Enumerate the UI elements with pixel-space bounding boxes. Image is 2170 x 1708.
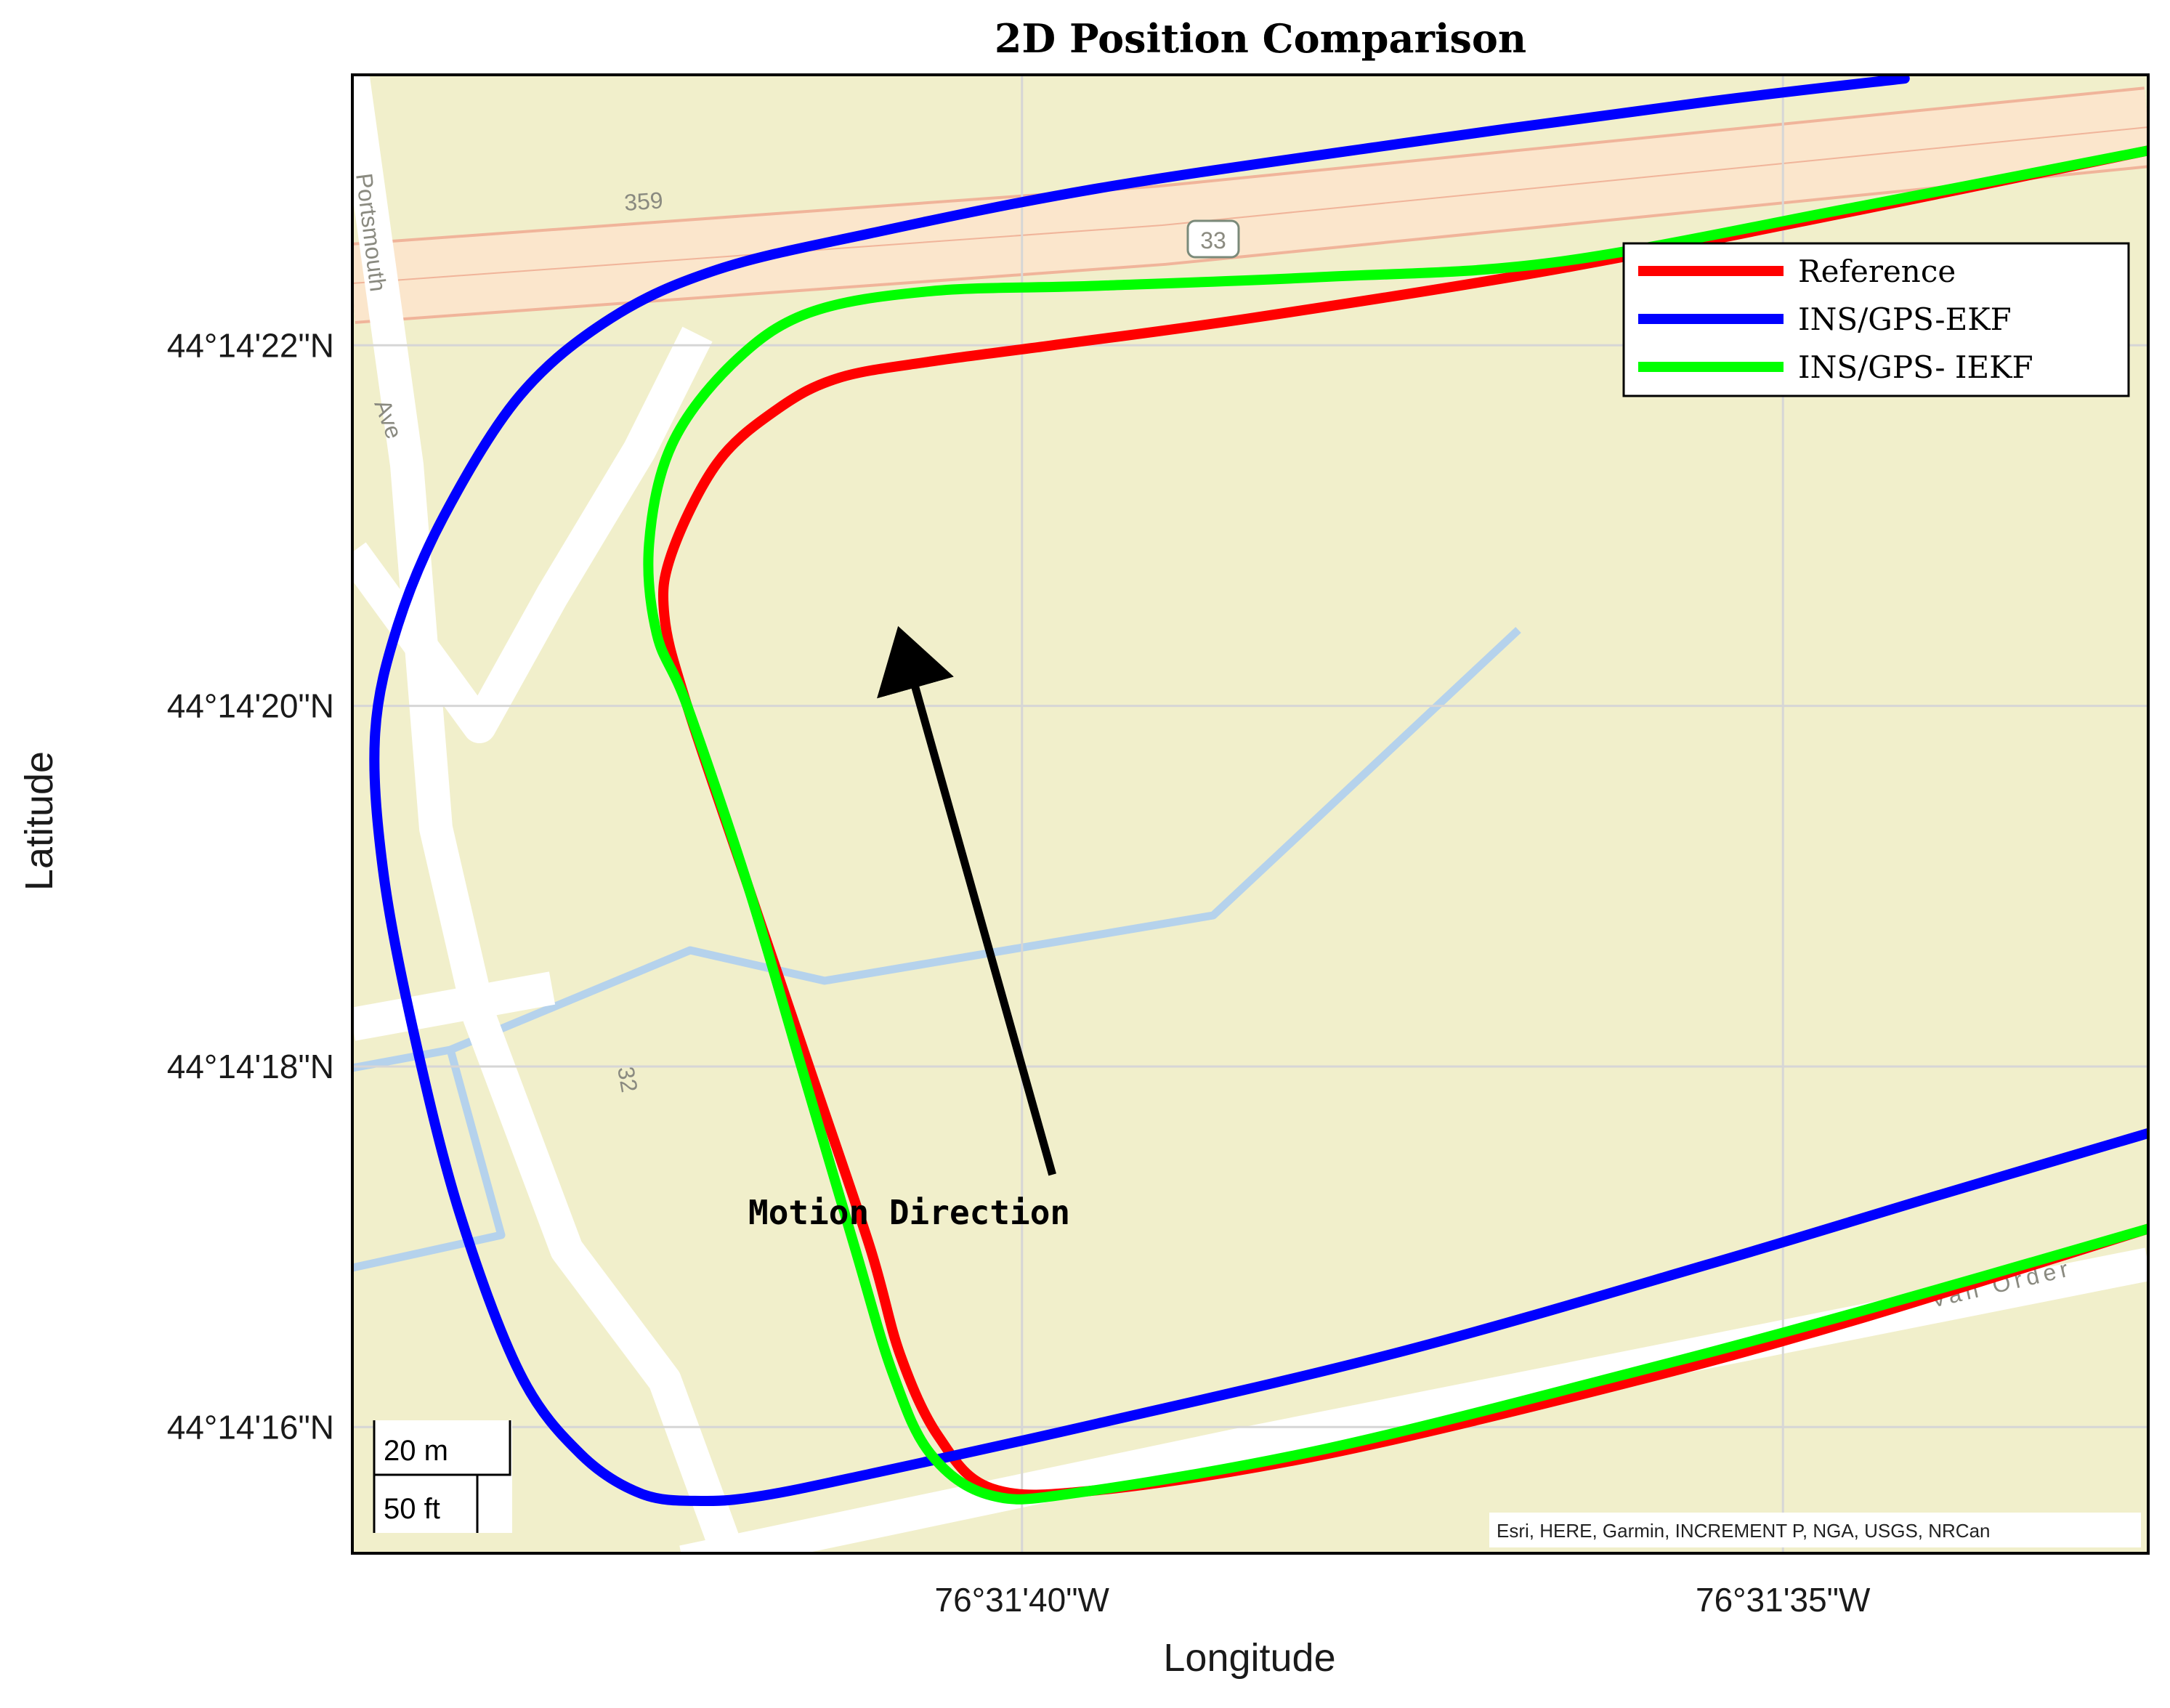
motion-direction-arrow — [877, 626, 1056, 1176]
road-label-32: 32 — [612, 1064, 643, 1094]
motion-direction-label: Motion Direction — [748, 1193, 1070, 1232]
legend-label-reference: Reference — [1798, 254, 1956, 289]
x-axis-label: Longitude — [1163, 1636, 1335, 1680]
legend-entries: Reference INS/GPS-EKF INS/GPS- IEKF — [1638, 254, 2033, 385]
legend-label-ins-gps-iekf: INS/GPS- IEKF — [1798, 349, 2033, 385]
x-tick-labels: 76°31'40"W 76°31'35"W — [935, 1581, 1871, 1619]
scale-bar-background — [374, 1420, 512, 1533]
scale-bar: 20 m 50 ft — [373, 1420, 512, 1533]
legend: Reference INS/GPS-EKF INS/GPS- IEKF — [1622, 242, 2130, 397]
series-lines — [369, 75, 2148, 1507]
grid — [352, 75, 2148, 1553]
scale-bar-imperial: 50 ft — [384, 1493, 440, 1525]
scale-bar-lines — [373, 1420, 511, 1533]
y-axis-label: Latitude — [17, 751, 61, 891]
legend-label-ins-gps-ekf: INS/GPS-EKF — [1798, 301, 2012, 337]
connector-road — [352, 326, 713, 743]
series-line-ins-gps-ekf — [369, 75, 2148, 1507]
water-stream-west — [352, 1048, 506, 1272]
side-road-west — [352, 971, 556, 1041]
road-label-359: 359 — [623, 187, 664, 216]
basemap-roads: 359 33 Portsmouth Ave Van Order 32 — [352, 75, 2148, 1553]
route-33-shield — [1186, 219, 1240, 259]
attribution-text: Esri, HERE, Garmin, INCREMENT P, NGA, US… — [1497, 1520, 1991, 1542]
chart-title: 2D Position Comparison — [995, 15, 1526, 62]
y-tick-label-1: 44°14'20"N — [167, 687, 334, 725]
series-line-ins-gps-iekf — [643, 145, 2148, 1505]
x-tick-label-0: 76°31'40"W — [935, 1581, 1110, 1619]
plot-frame — [351, 73, 2150, 1555]
attribution-background — [1489, 1513, 2141, 1547]
y-tick-label-2: 44°14'18"N — [167, 1048, 334, 1085]
road-label-33: 33 — [1200, 227, 1226, 254]
water-stream-north — [352, 626, 1521, 1072]
y-tick-labels: 44°14'22"N 44°14'20"N 44°14'18"N 44°14'16"N — [167, 326, 334, 1446]
motion-annotation: Motion Direction — [748, 626, 1070, 1232]
x-tick-label-1: 76°31'35"W — [1696, 1581, 1871, 1619]
y-tick-label-3: 44°14'16"N — [167, 1408, 334, 1446]
scale-bar-metric: 20 m — [384, 1435, 448, 1467]
highway-33-median — [352, 126, 2148, 284]
attribution: Esri, HERE, Garmin, INCREMENT P, NGA, US… — [1489, 1513, 2141, 1547]
y-tick-label-0: 44°14'22"N — [167, 326, 334, 364]
